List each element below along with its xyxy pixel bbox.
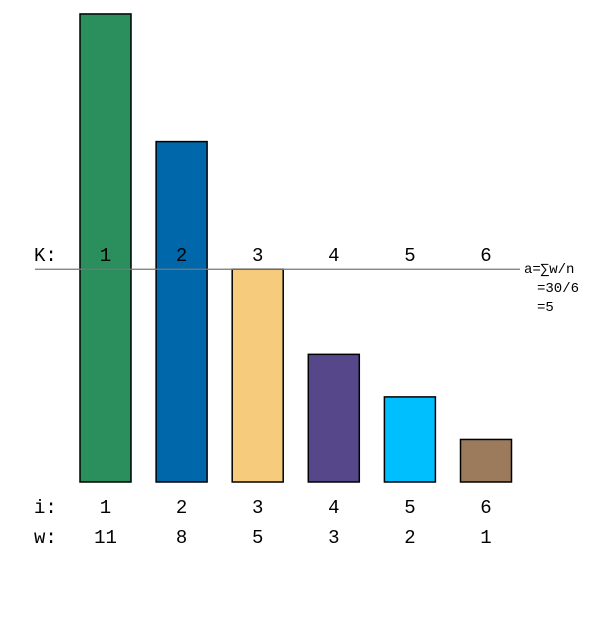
w-value-5: 2 xyxy=(404,527,415,549)
k-value-3: 3 xyxy=(252,245,263,267)
bar-2 xyxy=(155,140,208,483)
w-value-1: 11 xyxy=(94,527,117,549)
i-value-6: 6 xyxy=(480,497,491,519)
i-value-4: 4 xyxy=(328,497,339,519)
k-value-1: 1 xyxy=(100,245,111,267)
k-row-label: K: xyxy=(34,245,57,267)
formula-line-2: =30/6 xyxy=(537,281,579,297)
bar-6 xyxy=(459,438,513,483)
w-value-6: 1 xyxy=(480,527,491,549)
k-value-6: 6 xyxy=(480,245,491,267)
i-row-label: i: xyxy=(34,497,57,519)
bar-3 xyxy=(231,268,284,483)
i-value-2: 2 xyxy=(176,497,187,519)
i-value-1: 1 xyxy=(100,497,111,519)
bar-4 xyxy=(307,353,361,483)
formula-line-3: =5 xyxy=(537,300,554,316)
w-row-label: w: xyxy=(34,527,57,549)
formula-line-1: a=∑w/n xyxy=(524,262,574,278)
bars-group xyxy=(79,13,513,483)
bar-1 xyxy=(79,13,132,483)
w-value-2: 8 xyxy=(176,527,187,549)
i-value-5: 5 xyxy=(404,497,415,519)
i-value-3: 3 xyxy=(252,497,263,519)
k-value-4: 4 xyxy=(328,245,339,267)
w-value-3: 5 xyxy=(252,527,263,549)
w-value-4: 3 xyxy=(328,527,339,549)
k-value-5: 5 xyxy=(404,245,415,267)
k-value-2: 2 xyxy=(176,245,187,267)
average-formula: a=∑w/n =30/6 =5 xyxy=(524,262,579,316)
bar-5 xyxy=(383,396,437,483)
